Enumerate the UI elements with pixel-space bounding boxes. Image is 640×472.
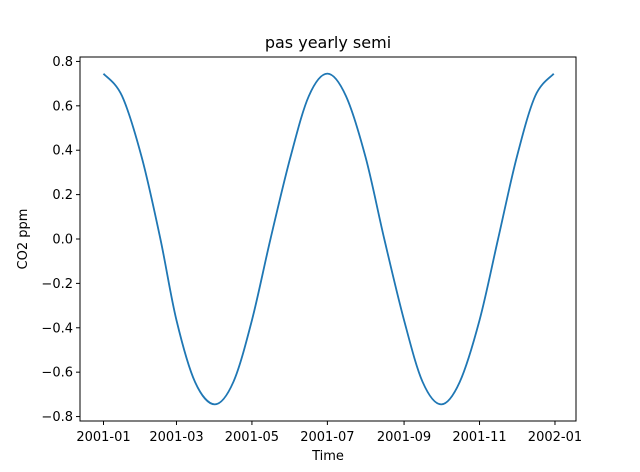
x-axis-label: Time <box>311 449 344 464</box>
y-axis: −0.8 −0.6 −0.4 −0.2 0.0 0.2 0.4 0.6 0.8 <box>41 55 80 425</box>
x-tick-label: 2002-01 <box>528 430 582 445</box>
x-tick-label: 2001-11 <box>452 430 506 445</box>
y-tick-label: 0.6 <box>52 99 73 114</box>
y-tick-label: −0.8 <box>41 410 73 425</box>
y-axis-label: CO2 ppm <box>16 209 31 270</box>
y-tick-label: 0.4 <box>52 144 73 159</box>
y-tick-label: 0.0 <box>52 233 73 248</box>
y-tick-label: 0.8 <box>52 55 73 70</box>
x-tick-label: 2001-09 <box>377 430 431 445</box>
y-tick-label: 0.2 <box>52 188 73 203</box>
y-tick-label: −0.2 <box>41 277 73 292</box>
y-tick-label: −0.6 <box>41 366 73 381</box>
x-tick-label: 2001-03 <box>149 430 203 445</box>
plot-area <box>102 72 555 406</box>
x-axis: 2001-01 2001-03 2001-05 2001-07 2001-09 2001-… <box>76 421 582 445</box>
x-tick-label: 2001-01 <box>76 430 130 445</box>
series-line <box>102 72 555 406</box>
x-tick-label: 2001-05 <box>225 430 279 445</box>
x-tick-label: 2001-07 <box>300 430 354 445</box>
chart-title: pas yearly semi <box>265 33 391 52</box>
y-tick-label: −0.4 <box>41 321 73 336</box>
